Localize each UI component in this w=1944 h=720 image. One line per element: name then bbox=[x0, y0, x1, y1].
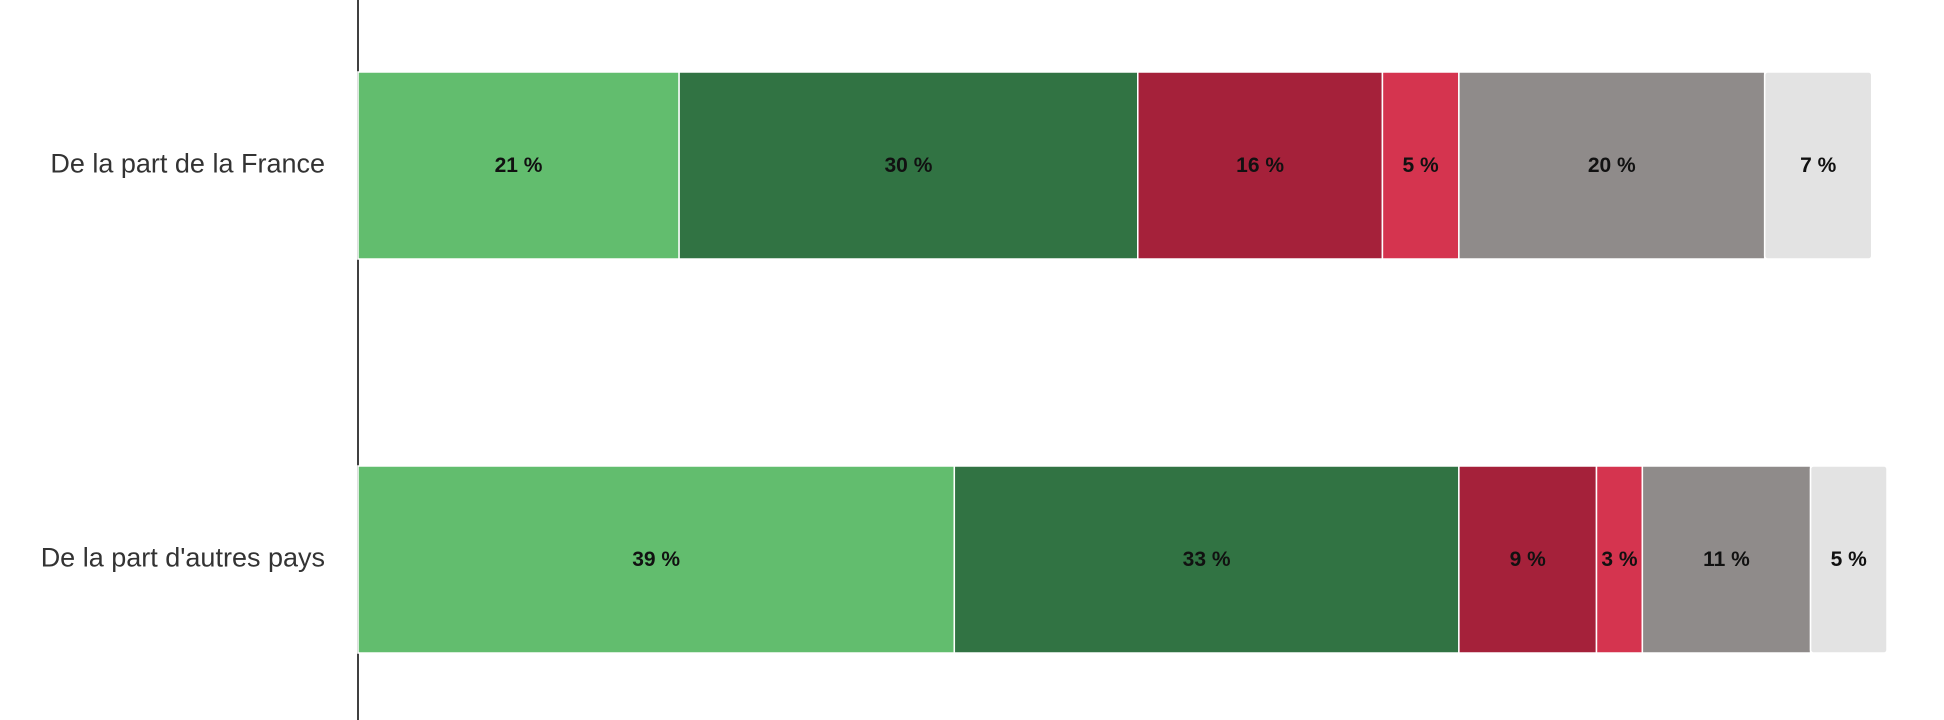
bar-segment bbox=[357, 465, 956, 654]
bar-segment bbox=[1809, 465, 1888, 654]
value-label: 30 % bbox=[885, 154, 933, 177]
value-label: 3 % bbox=[1601, 548, 1638, 571]
bar-segment bbox=[1137, 71, 1384, 260]
bar-segment bbox=[953, 465, 1460, 654]
bar-segment bbox=[357, 71, 680, 260]
bar-segment bbox=[1595, 465, 1644, 654]
value-label: 33 % bbox=[1183, 548, 1231, 571]
value-label: 5 % bbox=[1831, 548, 1868, 571]
bar-segment bbox=[1763, 71, 1873, 260]
value-label: 16 % bbox=[1236, 154, 1284, 177]
value-label: 9 % bbox=[1510, 548, 1547, 571]
bar-segment bbox=[1641, 465, 1812, 654]
value-label: 5 % bbox=[1403, 154, 1440, 177]
value-label: 21 % bbox=[495, 154, 543, 177]
value-label: 20 % bbox=[1588, 154, 1636, 177]
category-label: De la part de la France bbox=[50, 149, 325, 179]
bar-segment bbox=[678, 71, 1139, 260]
category-label: De la part d'autres pays bbox=[41, 543, 325, 573]
value-label: 11 % bbox=[1703, 548, 1750, 571]
value-label: 7 % bbox=[1800, 154, 1837, 177]
value-label: 39 % bbox=[632, 548, 680, 571]
